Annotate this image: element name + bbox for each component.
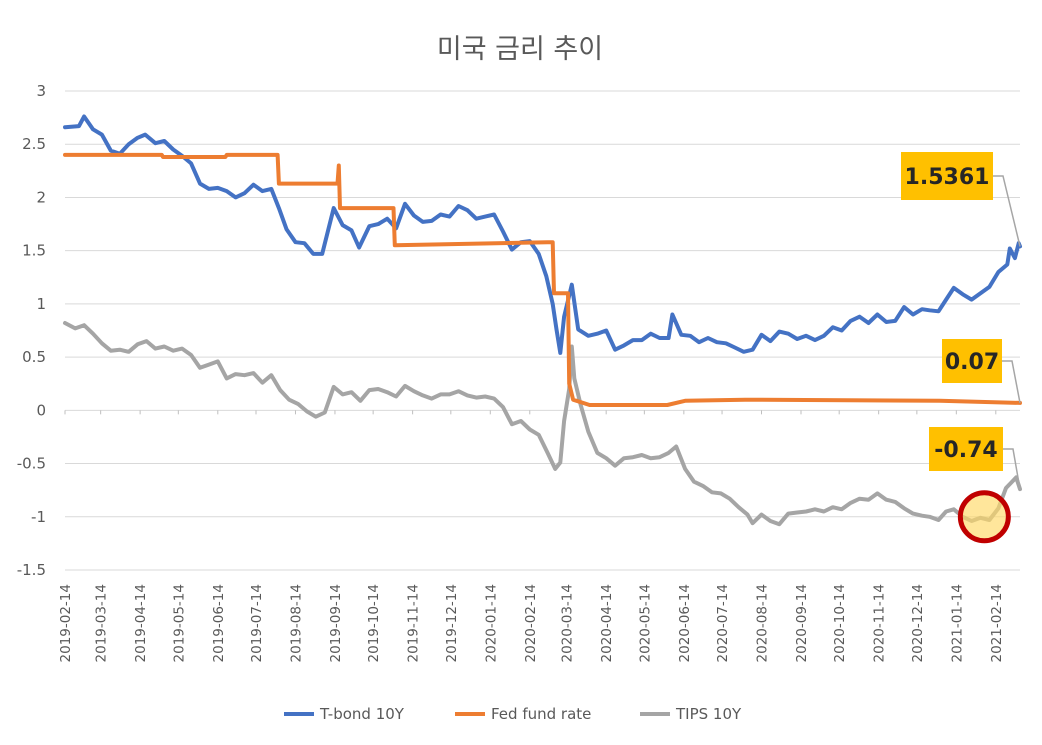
callout-leader-line	[993, 175, 1021, 247]
x-tick-label: 2019-08-14	[288, 584, 304, 662]
x-tick-label: 2020-08-14	[755, 584, 771, 662]
y-tick-label: 0	[36, 401, 46, 419]
series-group	[63, 114, 1022, 527]
y-tick-label: 0.5	[22, 348, 46, 366]
x-tick-label: 2020-03-14	[560, 584, 576, 662]
callout-box	[942, 339, 1002, 383]
x-tick-label: 2019-10-14	[366, 584, 382, 662]
callout-box	[929, 427, 1003, 471]
legend-label: T-bond 10Y	[319, 705, 405, 723]
highlight-marker	[957, 490, 1011, 544]
x-tick-label: 2020-05-14	[637, 584, 653, 662]
x-tick-label: 2020-02-14	[523, 584, 539, 662]
x-tick-label: 2020-11-14	[872, 584, 888, 662]
x-tick-label: 2019-04-14	[133, 584, 149, 662]
x-tick-label: 2019-09-14	[328, 584, 344, 662]
x-tick-label: 2021-01-14	[949, 584, 965, 662]
x-tick-label: 2020-01-14	[483, 584, 499, 662]
callout-box	[901, 152, 993, 200]
x-tick-label: 2019-03-14	[94, 584, 110, 662]
x-tick-label: 2019-05-14	[171, 584, 187, 662]
callout-label: -0.74	[934, 438, 997, 463]
x-tick-label: 2019-02-14	[58, 584, 74, 662]
series-line-tips-10y	[63, 321, 1022, 527]
callout-label: 1.5361	[905, 165, 990, 190]
x-tick-label: 2019-06-14	[211, 584, 227, 662]
y-tick-label: 1.5	[22, 242, 46, 260]
callout-label: 0.07	[945, 350, 999, 375]
x-tick-label: 2020-04-14	[599, 584, 615, 662]
y-tick-label: 3	[36, 82, 46, 100]
x-tick-label: 2020-06-14	[677, 584, 693, 662]
callout-leader-line	[1002, 360, 1021, 404]
highlight-circle	[957, 490, 1011, 544]
chart-title: 미국 금리 추이	[437, 34, 603, 65]
legend-label: Fed fund rate	[491, 705, 591, 723]
y-tick-label: 1	[36, 295, 46, 313]
x-tick-label: 2019-07-14	[249, 584, 265, 662]
x-tick-label: 2019-12-14	[444, 584, 460, 662]
x-tick-label: 2019-11-14	[406, 584, 422, 662]
y-tick-label: 2.5	[22, 135, 46, 153]
y-tick-label: -1.5	[17, 561, 46, 579]
x-tick-label: 2020-10-14	[832, 584, 848, 662]
x-axis: 2019-02-14 2019-03-14 2019-04-14 2019-05-14…	[58, 410, 1005, 662]
y-tick-label: -1	[31, 508, 46, 526]
gridlines	[65, 90, 1020, 571]
callouts: 1.5361 0.07 -0.74	[901, 152, 1021, 490]
legend: T-bond 10Y Fed fund rate TIPS 10Y	[284, 705, 742, 723]
y-tick-label: 2	[36, 188, 46, 206]
callout-leader-line	[1003, 448, 1021, 490]
y-tick-label: -0.5	[17, 455, 46, 473]
x-tick-label: 2020-07-14	[715, 584, 731, 662]
x-tick-label: 2020-12-14	[910, 584, 926, 662]
legend-label: TIPS 10Y	[675, 705, 742, 723]
x-tick-label: 2020-09-14	[794, 584, 810, 662]
series-line-fed-fund-rate	[63, 152, 1022, 407]
x-tick-label: 2021-02-14	[989, 584, 1005, 662]
y-axis-ticks: 3 2.5 2 1.5 1 0.5 0 -0.5 -1 -1.5	[17, 82, 46, 579]
series-line-t-bond-10y	[63, 114, 1022, 355]
